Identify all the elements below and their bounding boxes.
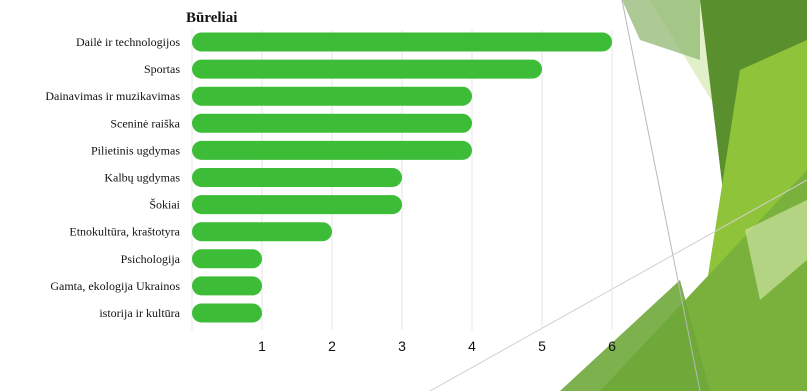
deco-shape-bottom (560, 280, 710, 391)
category-label: Pilietinis ugdymas (91, 143, 180, 157)
chart-x-ticks: 1 2 3 4 5 6 (258, 338, 616, 354)
bar (192, 113, 472, 133)
category-label: Sceninė raiška (110, 116, 180, 130)
deco-line-2 (429, 179, 807, 391)
bar (192, 276, 262, 296)
category-label: istorija ir kultūra (99, 306, 180, 320)
category-label: Sportas (144, 62, 180, 76)
bar (192, 59, 542, 79)
deco-shape-pale (745, 200, 807, 300)
bar (192, 222, 332, 242)
x-tick-label: 1 (258, 338, 266, 354)
chart-title: Būreliai (186, 10, 237, 26)
bar (192, 168, 402, 187)
category-label: Šokiai (149, 198, 180, 212)
category-label: Kalbų ugdymas (104, 171, 180, 185)
x-tick-label: 6 (608, 338, 616, 354)
category-label: Dailė ir technologijos (76, 35, 180, 49)
deco-line-1 (621, 0, 701, 391)
category-label: Gamta, ekologija Ukrainos (50, 279, 180, 293)
bar (192, 86, 472, 106)
x-tick-label: 5 (538, 338, 546, 354)
category-label: Etnokultūra, kraštotyra (69, 225, 180, 239)
x-tick-label: 4 (468, 338, 476, 354)
category-label: Psichologija (121, 252, 181, 266)
category-label: Dainavimas ir muzikavimas (45, 89, 180, 103)
chart-category-labels: Dailė ir technologijos Sportas Dainavimas … (45, 35, 180, 320)
bar (192, 249, 262, 269)
x-tick-label: 3 (398, 338, 406, 354)
x-tick-label: 2 (328, 338, 336, 354)
bar (192, 140, 472, 160)
bar (192, 303, 262, 323)
bar (192, 32, 612, 52)
chart-bars (192, 32, 612, 323)
bar (192, 195, 402, 215)
deco-shape-mid (622, 0, 700, 60)
